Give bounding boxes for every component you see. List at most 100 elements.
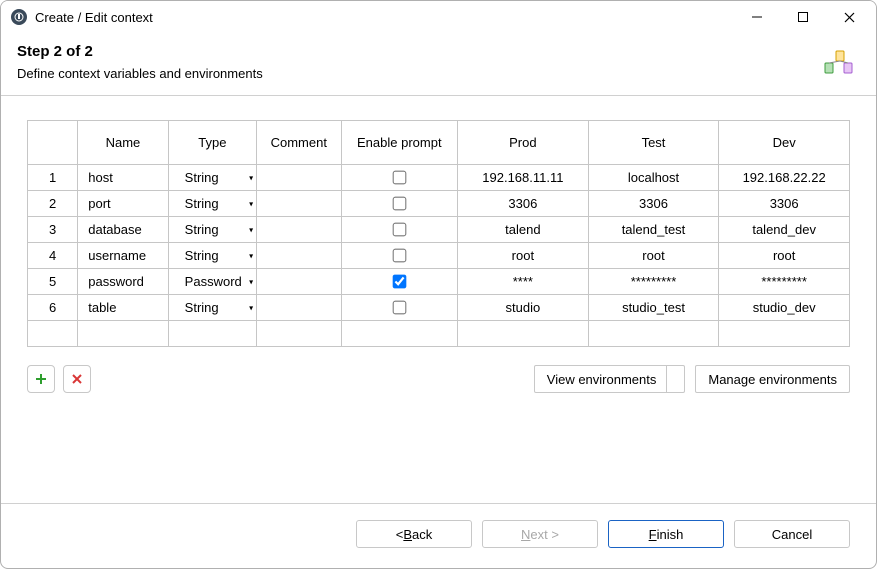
step-label: Step 2 of 2: [17, 43, 860, 60]
dropdown-caret-icon: ▾: [249, 303, 253, 312]
cell-env-dev[interactable]: *********: [719, 269, 850, 295]
col-header-comment[interactable]: Comment: [257, 121, 341, 165]
cell-env-test[interactable]: localhost: [588, 165, 719, 191]
window-maximize-button[interactable]: [780, 2, 826, 32]
cell-env-prod[interactable]: ****: [458, 269, 589, 295]
cell-comment[interactable]: [257, 191, 341, 217]
cell-env-dev[interactable]: 3306: [719, 191, 850, 217]
dropdown-caret-icon: ▾: [249, 199, 253, 208]
cell-env-dev[interactable]: studio_dev: [719, 295, 850, 321]
cell-env-dev[interactable]: 192.168.22.22: [719, 165, 850, 191]
cell-enable-prompt[interactable]: [341, 243, 458, 269]
type-value: String: [185, 196, 219, 211]
dialog-body: Name Type Comment Enable prompt Prod Tes…: [1, 96, 876, 503]
titlebar: Create / Edit context: [1, 1, 876, 33]
table-row[interactable]: 4usernameString▾rootrootroot: [28, 243, 850, 269]
table-row[interactable]: 6tableString▾ studiostudio_teststudio_dev: [28, 295, 850, 321]
type-value: Password: [185, 274, 242, 289]
cell-comment[interactable]: [257, 269, 341, 295]
cell-rownum[interactable]: 6: [28, 295, 78, 321]
remove-row-button[interactable]: [63, 365, 91, 393]
enable-prompt-checkbox[interactable]: [393, 249, 407, 263]
cell-enable-prompt[interactable]: [341, 269, 458, 295]
cell-env-test[interactable]: talend_test: [588, 217, 719, 243]
cell-enable-prompt[interactable]: [341, 165, 458, 191]
table-row[interactable]: 3databaseString▾ talendtalend_testtalend_…: [28, 217, 850, 243]
cell-rownum[interactable]: 4: [28, 243, 78, 269]
col-header-env-test[interactable]: Test: [588, 121, 719, 165]
window-title: Create / Edit context: [35, 10, 153, 25]
cell-rownum[interactable]: 3: [28, 217, 78, 243]
cell-env-prod[interactable]: root: [458, 243, 589, 269]
cell-type[interactable]: String▾: [168, 243, 256, 269]
cancel-button[interactable]: Cancel: [734, 520, 850, 548]
cell-name[interactable]: username: [78, 243, 168, 269]
context-variables-table: Name Type Comment Enable prompt Prod Tes…: [27, 120, 850, 347]
wizard-icon: [822, 49, 856, 82]
cell-enable-prompt[interactable]: [341, 295, 458, 321]
cell-env-prod[interactable]: studio: [458, 295, 589, 321]
col-header-name[interactable]: Name: [78, 121, 168, 165]
window-minimize-button[interactable]: [734, 2, 780, 32]
cell-type[interactable]: String▾: [168, 217, 256, 243]
cell-comment[interactable]: [257, 217, 341, 243]
cell-enable-prompt[interactable]: [341, 191, 458, 217]
table-row-empty[interactable]: [28, 321, 850, 347]
back-button[interactable]: < Back: [356, 520, 472, 548]
table-row[interactable]: 5passwordPassword▾**********************: [28, 269, 850, 295]
table-row[interactable]: 1hostString▾ 192.168.11.11localhost192.16…: [28, 165, 850, 191]
cell-env-dev[interactable]: root: [719, 243, 850, 269]
cell-name[interactable]: port: [78, 191, 168, 217]
cell-type[interactable]: String▾: [168, 295, 256, 321]
enable-prompt-checkbox[interactable]: [393, 301, 407, 315]
cell-name[interactable]: database: [78, 217, 168, 243]
cell-env-dev[interactable]: talend_dev: [719, 217, 850, 243]
cell-name[interactable]: host: [78, 165, 168, 191]
manage-environments-button[interactable]: Manage environments: [695, 365, 850, 393]
finish-button[interactable]: Finish: [608, 520, 724, 548]
cell-env-test[interactable]: root: [588, 243, 719, 269]
cell-env-test[interactable]: studio_test: [588, 295, 719, 321]
cell-type[interactable]: String▾: [168, 165, 256, 191]
col-header-env-prod[interactable]: Prod: [458, 121, 589, 165]
next-button: Next >: [482, 520, 598, 548]
cell-rownum[interactable]: 1: [28, 165, 78, 191]
cell-rownum[interactable]: 5: [28, 269, 78, 295]
cell-enable-prompt[interactable]: [341, 217, 458, 243]
cell-comment[interactable]: [257, 295, 341, 321]
window-close-button[interactable]: [826, 2, 872, 32]
enable-prompt-checkbox[interactable]: [393, 223, 407, 237]
enable-prompt-checkbox[interactable]: [393, 171, 407, 185]
cell-comment[interactable]: [257, 165, 341, 191]
manage-environments-label: Manage environments: [708, 372, 837, 387]
table-row[interactable]: 2portString▾330633063306: [28, 191, 850, 217]
cell-env-test[interactable]: 3306: [588, 191, 719, 217]
dropdown-caret-icon: ▾: [249, 225, 253, 234]
dialog-window: Create / Edit context Step 2 of 2 Define…: [0, 0, 877, 569]
cell-type[interactable]: Password ▾: [168, 269, 256, 295]
view-environments-label: View environments: [547, 372, 657, 387]
cell-comment[interactable]: [257, 243, 341, 269]
col-header-type[interactable]: Type: [168, 121, 256, 165]
table-actions-row: View environments Manage environments: [27, 365, 850, 393]
dropdown-caret-icon: ▾: [249, 173, 253, 182]
cell-env-prod[interactable]: talend: [458, 217, 589, 243]
cell-rownum[interactable]: 2: [28, 191, 78, 217]
app-icon: [11, 9, 27, 25]
cell-env-test[interactable]: *********: [588, 269, 719, 295]
enable-prompt-checkbox[interactable]: [393, 275, 407, 289]
type-value: String: [185, 248, 219, 263]
cell-env-prod[interactable]: 192.168.11.11: [458, 165, 589, 191]
col-header-enable-prompt[interactable]: Enable prompt: [341, 121, 458, 165]
col-header-env-dev[interactable]: Dev: [719, 121, 850, 165]
dropdown-caret-icon: ▾: [249, 277, 253, 286]
dropdown-indicator-icon: [666, 366, 684, 392]
cell-type[interactable]: String ▾: [168, 191, 256, 217]
col-header-rownum[interactable]: [28, 121, 78, 165]
view-environments-button[interactable]: View environments: [534, 365, 686, 393]
cell-env-prod[interactable]: 3306: [458, 191, 589, 217]
cell-name[interactable]: password: [78, 269, 168, 295]
enable-prompt-checkbox[interactable]: [393, 197, 407, 211]
cell-name[interactable]: table: [78, 295, 168, 321]
add-row-button[interactable]: [27, 365, 55, 393]
